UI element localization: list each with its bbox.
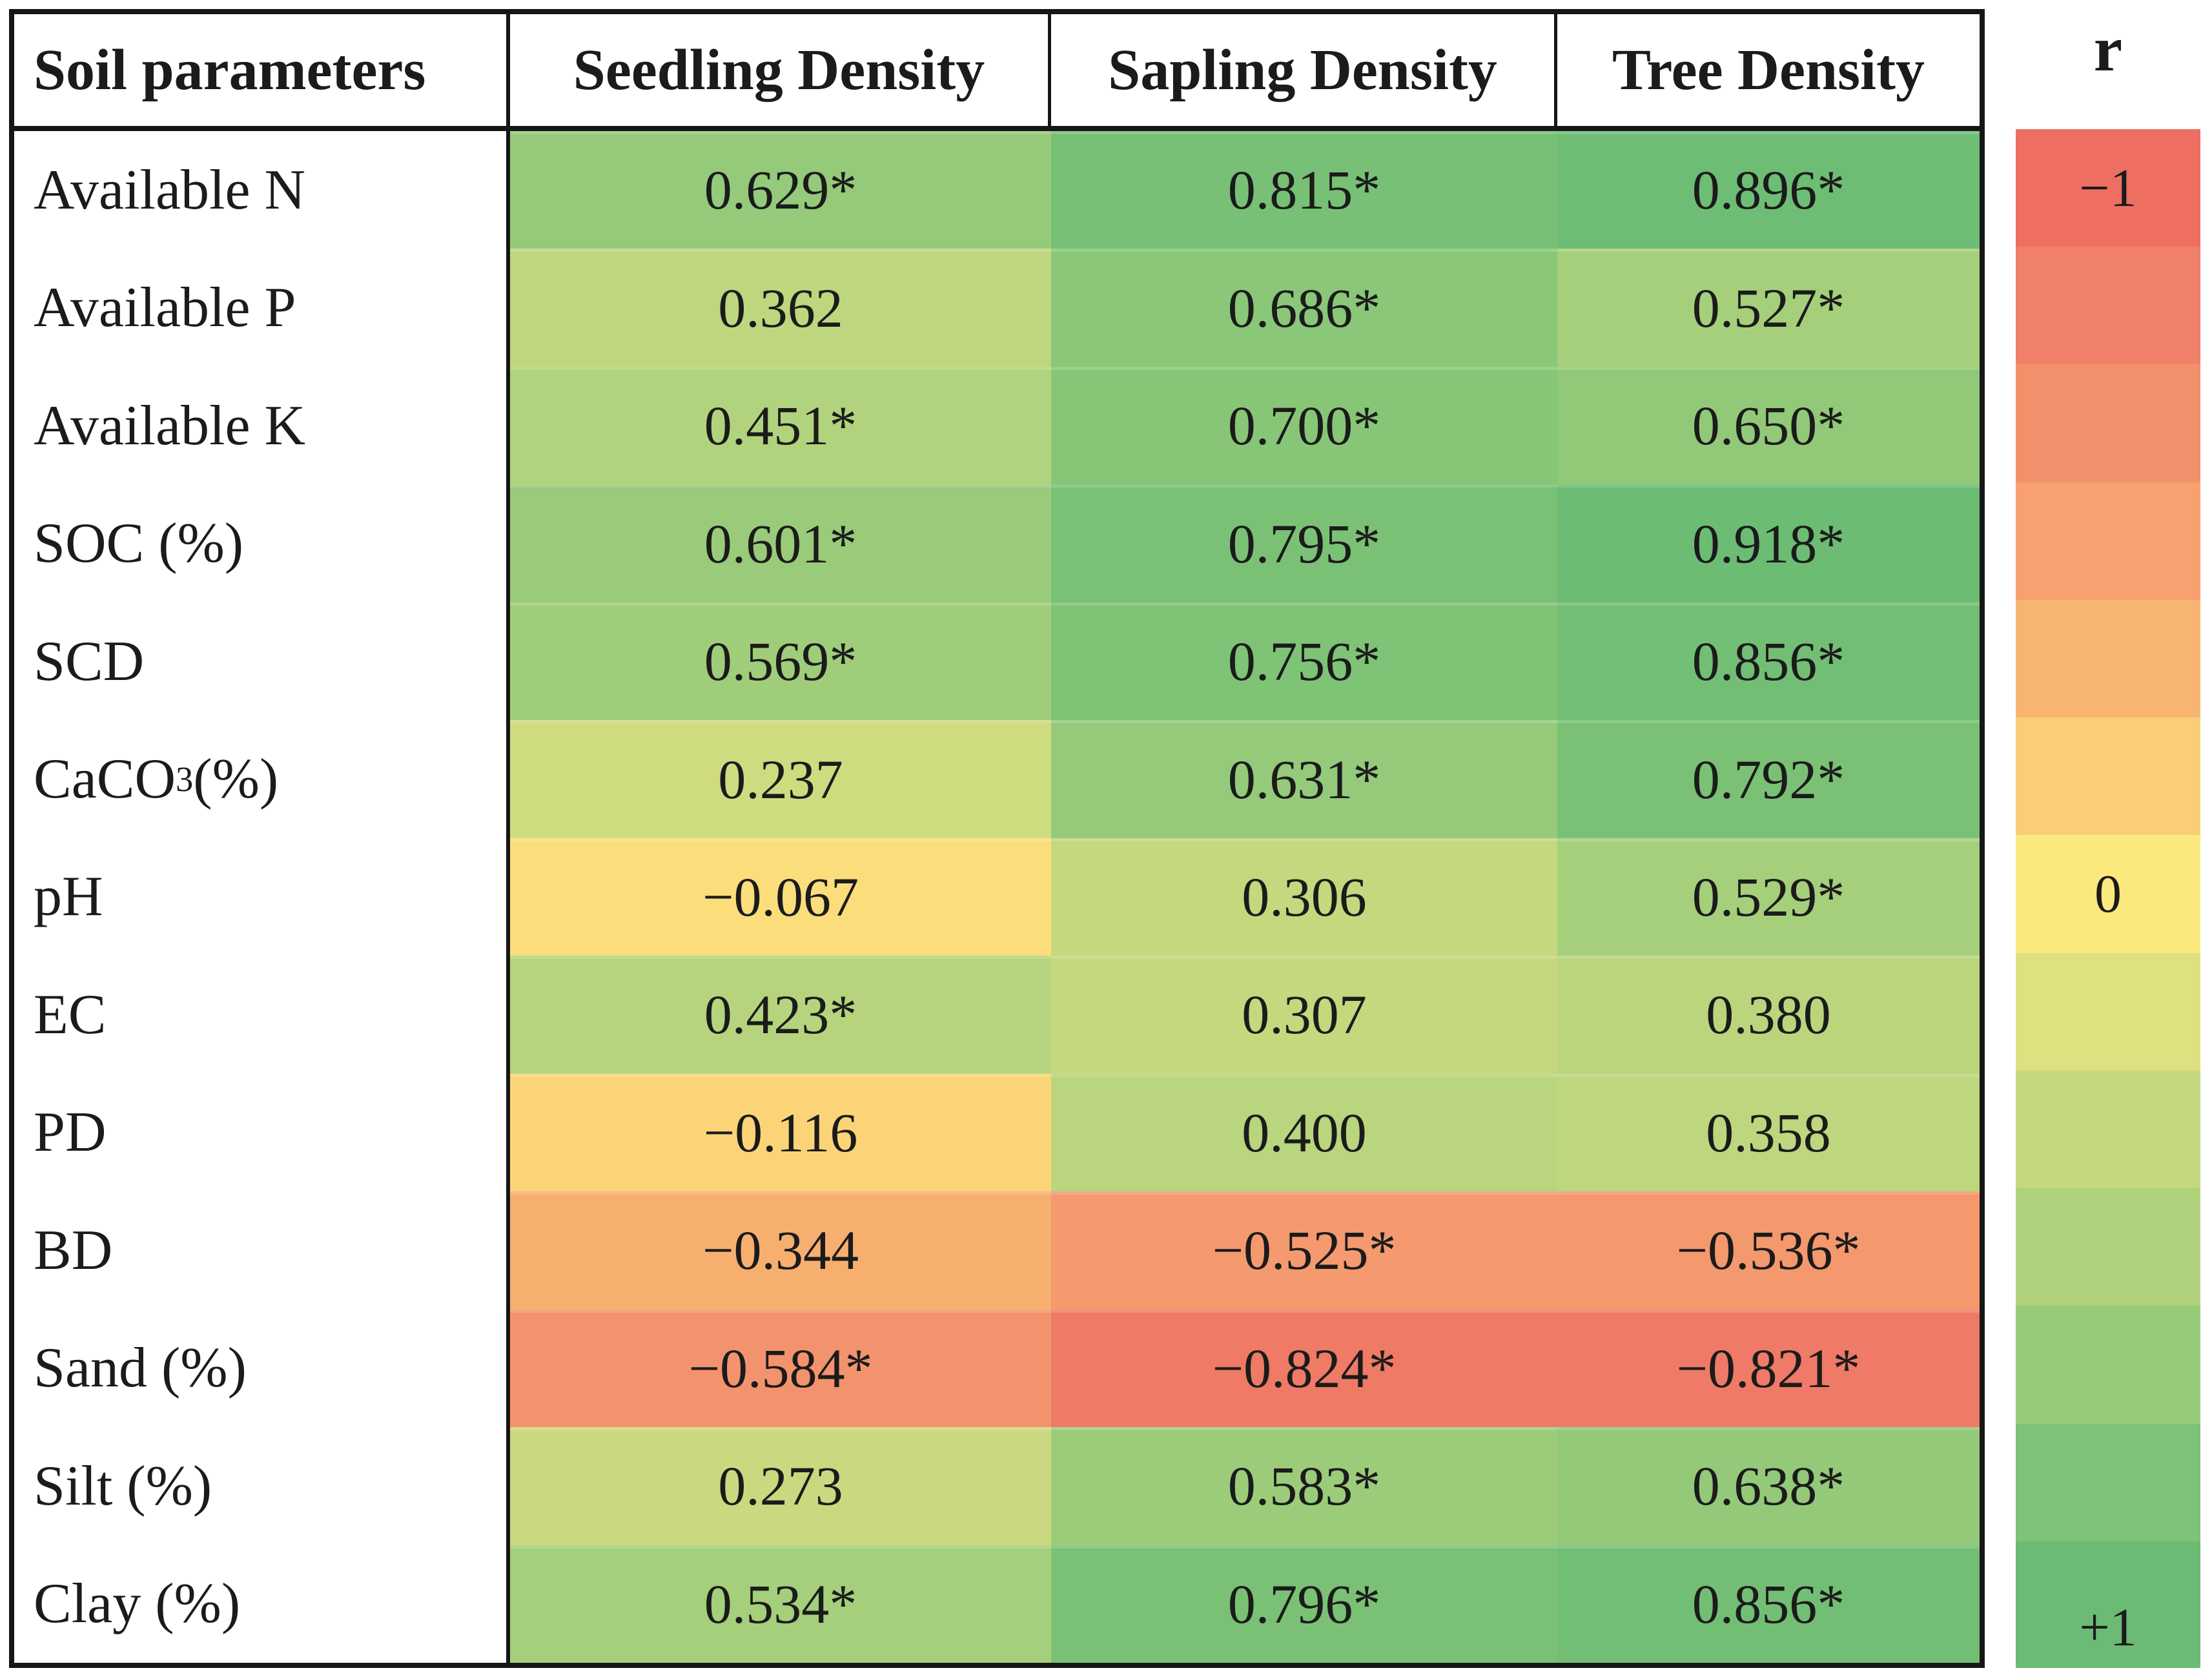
column-header-seedling-density: Seedling Density (510, 14, 1051, 131)
correlation-cell: 0.306 (1051, 838, 1557, 956)
correlation-cell: −0.536* (1557, 1191, 1980, 1310)
column-header-tree-density: Tree Density (1557, 14, 1980, 131)
correlation-cell: 0.856* (1557, 1545, 1980, 1663)
correlation-cell: 0.918* (1557, 484, 1980, 602)
row-label: SOC (%) (14, 484, 510, 602)
legend-block (2016, 364, 2200, 482)
correlation-cell: 0.631* (1051, 720, 1557, 838)
correlation-cell: −0.344 (510, 1191, 1051, 1310)
row-label: pH (14, 838, 510, 956)
correlation-cell: 0.534* (510, 1545, 1051, 1663)
correlation-cell: 0.423* (510, 956, 1051, 1074)
legend-colorbar: −1 0 +1 (2016, 129, 2200, 1669)
legend-label-zero: 0 (2016, 835, 2200, 953)
correlation-cell: 0.529* (1557, 838, 1980, 956)
correlation-cell: 0.756* (1051, 602, 1557, 721)
correlation-cell: 0.380 (1557, 956, 1980, 1074)
correlation-cell: 0.400 (1051, 1073, 1557, 1192)
correlation-cell: 0.792* (1557, 720, 1980, 838)
legend-block (2016, 482, 2200, 600)
correlation-cell: 0.569* (510, 602, 1051, 721)
column-header-sapling-density: Sapling Density (1051, 14, 1557, 131)
correlation-cell: 0.601* (510, 484, 1051, 602)
row-label: SCD (14, 602, 510, 721)
row-label: BD (14, 1191, 510, 1310)
correlation-cell: 0.795* (1051, 484, 1557, 602)
correlation-cell: 0.273 (510, 1427, 1051, 1545)
row-label: CaCO 3 (%) (14, 720, 510, 838)
correlation-cell: 0.362 (510, 249, 1051, 367)
legend-block (2016, 1188, 2200, 1306)
legend-block (2016, 1423, 2200, 1541)
legend-title-r: r (2093, 13, 2123, 85)
correlation-cell: 0.358 (1557, 1073, 1980, 1192)
correlation-cell: 0.629* (510, 131, 1051, 249)
correlation-cell: 0.527* (1557, 249, 1980, 367)
correlation-cell: 0.686* (1051, 249, 1557, 367)
legend-block (2016, 1070, 2200, 1189)
correlation-cell: −0.525* (1051, 1191, 1557, 1310)
correlation-cell: 0.583* (1051, 1427, 1557, 1545)
row-label: Sand (%) (14, 1309, 510, 1428)
row-label: Clay (%) (14, 1545, 510, 1663)
legend-block (2016, 1306, 2200, 1424)
correlation-cell: 0.237 (510, 720, 1051, 838)
correlation-cell: −0.067 (510, 838, 1051, 956)
correlation-cell: 0.815* (1051, 131, 1557, 249)
correlation-cell: 0.896* (1557, 131, 1980, 249)
correlation-cell: −0.584* (510, 1309, 1051, 1428)
correlation-cell: 0.451* (510, 366, 1051, 485)
row-label: EC (14, 956, 510, 1074)
legend-label-minus-one: −1 (2016, 129, 2200, 247)
column-header-soil-parameters: Soil parameters (14, 14, 510, 131)
correlation-cell: 0.307 (1051, 956, 1557, 1074)
row-label: Available K (14, 366, 510, 485)
correlation-cell: −0.824* (1051, 1309, 1557, 1428)
legend-block (2016, 599, 2200, 718)
correlation-cell: −0.821* (1557, 1309, 1980, 1428)
correlation-table: Soil parameters Seedling Density Sapling… (9, 9, 1985, 1668)
legend-block (2016, 952, 2200, 1071)
row-label: Available N (14, 131, 510, 249)
row-label: Available P (14, 249, 510, 367)
correlation-cell: 0.856* (1557, 602, 1980, 721)
correlation-cell: 0.650* (1557, 366, 1980, 485)
row-label: PD (14, 1073, 510, 1192)
correlation-cell: −0.116 (510, 1073, 1051, 1192)
row-label: Silt (%) (14, 1427, 510, 1545)
correlation-cell: 0.700* (1051, 366, 1557, 485)
legend-block (2016, 717, 2200, 836)
correlation-cell: 0.638* (1557, 1427, 1980, 1545)
legend-label-plus-one: +1 (2016, 1541, 2200, 1669)
legend-block (2016, 247, 2200, 365)
correlation-cell: 0.796* (1051, 1545, 1557, 1663)
